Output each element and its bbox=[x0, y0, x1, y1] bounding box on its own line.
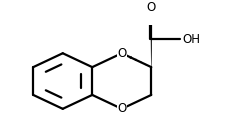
Polygon shape bbox=[150, 39, 151, 67]
Text: O: O bbox=[117, 102, 126, 115]
Text: O: O bbox=[146, 1, 155, 14]
Text: OH: OH bbox=[181, 33, 199, 46]
Text: O: O bbox=[117, 47, 126, 60]
